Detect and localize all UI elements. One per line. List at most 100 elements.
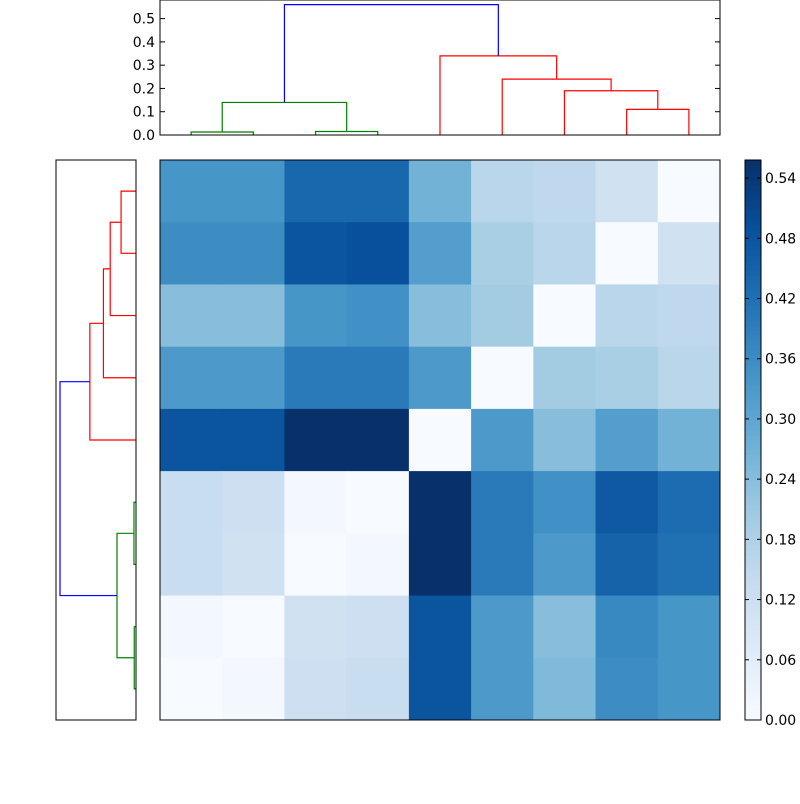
colorbar-tick-label: 0.30	[765, 412, 796, 428]
heatmap-cell	[346, 284, 410, 348]
colorbar-segment	[745, 230, 761, 236]
colorbar-tick-label: 0.42	[765, 291, 796, 307]
colorbar-segment	[745, 375, 761, 381]
colorbar-segment	[745, 535, 761, 541]
dendrogram-link	[116, 532, 135, 659]
colorbar-segment	[745, 655, 761, 661]
heatmap-cell	[657, 657, 721, 721]
heatmap-cell	[222, 471, 285, 534]
colorbar-tick-label: 0.36	[765, 352, 796, 368]
heatmap-cell	[284, 346, 348, 410]
dendrogram-link	[59, 381, 117, 597]
heatmap-cell	[346, 160, 410, 223]
heatmap-cell	[471, 595, 534, 659]
colorbar-segment	[745, 630, 761, 636]
heatmap-cell	[657, 346, 721, 410]
colorbar-segment	[745, 530, 761, 536]
heatmap-cell	[160, 471, 223, 534]
colorbar-segment	[745, 280, 761, 286]
colorbar-segment	[745, 405, 761, 411]
colorbar-segment	[745, 690, 761, 696]
colorbar-segment	[745, 585, 761, 591]
heatmap-cell	[533, 408, 597, 472]
colorbar-tick-label: 0.48	[765, 231, 796, 247]
heatmap-cell	[471, 222, 534, 285]
colorbar-segment	[745, 680, 761, 686]
colorbar-segment	[745, 490, 761, 496]
heatmap-cell	[346, 408, 410, 472]
heatmap-cell	[657, 471, 721, 534]
colorbar-segment	[745, 425, 761, 431]
colorbar-segment	[745, 270, 761, 276]
colorbar-segment	[745, 165, 761, 171]
colorbar-segment	[745, 625, 761, 631]
colorbar-segment	[745, 260, 761, 266]
colorbar-segment	[745, 365, 761, 371]
heatmap-cell	[533, 471, 597, 534]
colorbar-segment	[745, 240, 761, 246]
heatmap-cell	[222, 595, 285, 659]
heatmap-cell	[408, 160, 472, 223]
left-dendrogram-frame	[55, 159, 137, 721]
y-tick-label: 0.3	[133, 58, 155, 74]
colorbar-tick-label: 0.54	[765, 171, 796, 187]
colorbar-segment	[745, 410, 761, 416]
colorbar-segment	[745, 220, 761, 226]
colorbar-tick-label: 0.00	[765, 713, 796, 729]
colorbar-segment	[745, 520, 761, 526]
colorbar-segment	[745, 465, 761, 471]
heatmap-cell	[284, 595, 348, 659]
colorbar-segment	[745, 545, 761, 551]
colorbar-segment	[745, 340, 761, 346]
colorbar-segment	[745, 705, 761, 711]
heatmap-cell	[471, 284, 534, 348]
colorbar-segment	[745, 360, 761, 366]
colorbar-segment	[745, 525, 761, 531]
heatmap-cell	[284, 657, 348, 721]
colorbar-segment	[745, 445, 761, 451]
colorbar-segment	[745, 285, 761, 291]
colorbar-segment	[745, 650, 761, 656]
colorbar-segment	[745, 500, 761, 506]
heatmap-cell	[160, 533, 223, 597]
left-dendrogram	[55, 159, 137, 721]
heatmap-cell	[408, 657, 472, 721]
heatmap-cell	[346, 471, 410, 534]
heatmap-cell	[222, 284, 285, 348]
colorbar-segment	[745, 460, 761, 466]
colorbar-segment	[745, 330, 761, 336]
heatmap-cell	[346, 222, 410, 285]
colorbar-segment	[745, 395, 761, 401]
colorbar-segment	[745, 665, 761, 671]
colorbar-segment	[745, 560, 761, 566]
heatmap-cell	[595, 346, 659, 410]
colorbar-segment	[745, 555, 761, 561]
colorbar-segment	[745, 540, 761, 546]
heatmap-cell	[222, 222, 285, 285]
colorbar-segment	[745, 580, 761, 586]
colorbar-segment	[745, 385, 761, 391]
colorbar-segment	[745, 315, 761, 321]
heatmap-cell	[471, 471, 534, 534]
colorbar-tick-label: 0.12	[765, 593, 796, 609]
colorbar-segment	[745, 250, 761, 256]
colorbar-segment	[745, 160, 761, 166]
colorbar-segment	[745, 645, 761, 651]
colorbar-segment	[745, 495, 761, 501]
y-tick-label: 0.4	[133, 35, 155, 51]
heatmap-cell	[657, 284, 721, 348]
heatmap-cell	[222, 408, 285, 472]
heatmap-cell	[533, 657, 597, 721]
colorbar-segment	[745, 510, 761, 516]
heatmap-cell	[284, 533, 348, 597]
colorbar-segment	[745, 310, 761, 316]
heatmap-cell	[284, 408, 348, 472]
heatmap-cell	[471, 408, 534, 472]
colorbar-segment	[745, 710, 761, 716]
colorbar-segment	[745, 305, 761, 311]
heatmap-cell	[595, 595, 659, 659]
colorbar-segment	[745, 170, 761, 176]
heatmap-cell	[471, 346, 534, 410]
heatmap-cell	[533, 346, 597, 410]
